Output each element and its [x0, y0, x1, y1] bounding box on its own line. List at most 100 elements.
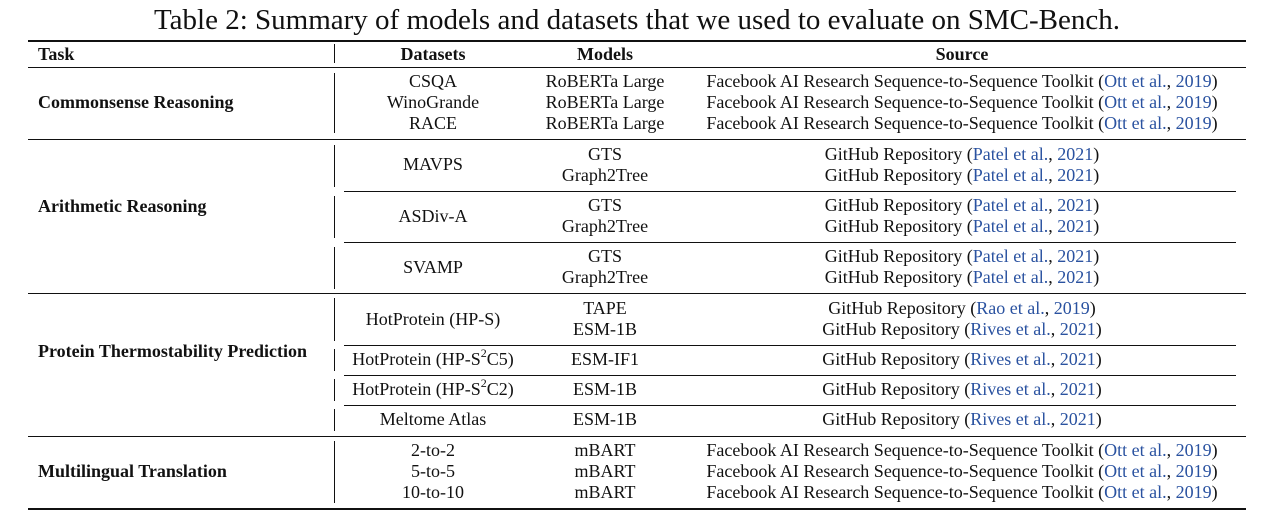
source-text: GitHub Repository: [824, 165, 963, 185]
dataset-cell: 10-to-10: [402, 482, 464, 502]
dataset-cell: WinoGrande: [386, 92, 480, 112]
citation-author-link[interactable]: Patel et al.: [972, 144, 1049, 164]
group-rule: [28, 436, 1246, 437]
citation-author-link[interactable]: Rives et al.: [970, 379, 1051, 399]
subgroup-rule: [344, 242, 1236, 243]
citation-year-link[interactable]: 2019: [1175, 482, 1212, 502]
dataset-cell: CSQA: [408, 71, 458, 91]
dataset-superscript: 2: [480, 376, 487, 390]
citation-author-link[interactable]: Rives et al.: [970, 319, 1051, 339]
model-cell: Graph2Tree: [561, 267, 649, 287]
model-cell: mBART: [574, 482, 636, 502]
model-cell: TAPE: [583, 298, 627, 318]
source-text: GitHub Repository: [824, 216, 963, 236]
source-text: Facebook AI Research Sequence-to-Sequenc…: [706, 113, 1094, 133]
source-text: GitHub Repository: [824, 195, 963, 215]
task-separator: [334, 44, 335, 63]
source-cell: GitHub Repository (Rao et al., 2019): [828, 298, 1096, 318]
citation-year-link[interactable]: 2019: [1175, 92, 1212, 112]
source-cell: GitHub Repository (Rives et al., 2021): [822, 349, 1102, 369]
dataset-cell: MAVPS: [403, 154, 463, 174]
table-caption: Table 2: Summary of models and datasets …: [153, 4, 1121, 36]
citation-year-link[interactable]: 2021: [1057, 216, 1094, 236]
dataset-cell: Meltome Atlas: [379, 409, 487, 429]
source-cell: GitHub Repository (Patel et al., 2021): [824, 195, 1100, 215]
subgroup-rule: [344, 375, 1236, 376]
citation-author-link[interactable]: Patel et al.: [972, 195, 1049, 215]
task-label: Multilingual Translation: [38, 461, 227, 481]
dataset-superscript: 2: [480, 346, 487, 360]
citation-author-link[interactable]: Rives et al.: [970, 349, 1051, 369]
task-separator: [334, 196, 335, 238]
source-cell: GitHub Repository (Patel et al., 2021): [824, 216, 1100, 236]
citation-year-link[interactable]: 2021: [1059, 319, 1096, 339]
citation-year-link[interactable]: 2019: [1175, 461, 1212, 481]
dataset-cell: ASDiv-A: [398, 206, 468, 226]
citation-year-link[interactable]: 2021: [1057, 246, 1094, 266]
task-separator: [334, 73, 335, 133]
model-cell: RoBERTa Large: [545, 113, 665, 133]
citation-year-link[interactable]: 2021: [1059, 379, 1096, 399]
citation-year-link[interactable]: 2021: [1057, 267, 1094, 287]
source-text: GitHub Repository: [822, 319, 960, 339]
task-label: Arithmetic Reasoning: [38, 196, 207, 216]
citation-year-link[interactable]: 2021: [1057, 165, 1094, 185]
citation-year-link[interactable]: 2021: [1059, 409, 1096, 429]
citation-year-link[interactable]: 2019: [1175, 113, 1212, 133]
source-cell: Facebook AI Research Sequence-to-Sequenc…: [706, 461, 1218, 481]
citation-year-link[interactable]: 2021: [1057, 195, 1094, 215]
source-cell: Facebook AI Research Sequence-to-Sequenc…: [706, 92, 1218, 112]
dataset-cell: HotProtein (HP-S2C5): [352, 346, 514, 370]
source-text: GitHub Repository: [822, 409, 960, 429]
citation-author-link[interactable]: Ott et al.: [1104, 461, 1167, 481]
group-rule: [28, 293, 1246, 294]
source-text: GitHub Repository: [822, 349, 960, 369]
source-cell: GitHub Repository (Patel et al., 2021): [824, 165, 1100, 185]
subgroup-rule: [344, 345, 1236, 346]
citation-author-link[interactable]: Patel et al.: [972, 267, 1049, 287]
source-text: Facebook AI Research Sequence-to-Sequenc…: [706, 461, 1094, 481]
source-cell: Facebook AI Research Sequence-to-Sequenc…: [706, 440, 1218, 460]
citation-author-link[interactable]: Ott et al.: [1104, 482, 1167, 502]
source-cell: GitHub Repository (Rives et al., 2021): [822, 409, 1102, 429]
citation-author-link[interactable]: Rives et al.: [970, 409, 1051, 429]
source-text: Facebook AI Research Sequence-to-Sequenc…: [706, 92, 1094, 112]
model-cell: GTS: [587, 246, 623, 266]
header-task: Task: [38, 44, 75, 64]
dataset-cell: HotProtein (HP-S): [365, 309, 501, 329]
dataset-text: HotProtein (HP-S: [352, 349, 481, 369]
source-text: Facebook AI Research Sequence-to-Sequenc…: [706, 440, 1094, 460]
citation-author-link[interactable]: Patel et al.: [972, 165, 1049, 185]
citation-year-link[interactable]: 2021: [1057, 144, 1094, 164]
citation-year-link[interactable]: 2019: [1053, 298, 1090, 318]
task-separator: [334, 349, 335, 371]
task-label: Commonsense Reasoning: [38, 92, 234, 112]
model-cell: mBART: [574, 461, 636, 481]
dataset-text: C5): [486, 349, 514, 369]
citation-year-link[interactable]: 2021: [1059, 349, 1096, 369]
dataset-cell: RACE: [408, 113, 458, 133]
source-cell: GitHub Repository (Patel et al., 2021): [824, 267, 1100, 287]
citation-author-link[interactable]: Rao et al.: [976, 298, 1045, 318]
citation-author-link[interactable]: Ott et al.: [1104, 92, 1167, 112]
citation-author-link[interactable]: Ott et al.: [1104, 71, 1167, 91]
source-cell: GitHub Repository (Patel et al., 2021): [824, 144, 1100, 164]
source-text: Facebook AI Research Sequence-to-Sequenc…: [706, 71, 1094, 91]
task-separator: [334, 145, 335, 187]
bottom-rule: [28, 508, 1246, 510]
dataset-text: C2): [486, 379, 514, 399]
citation-author-link[interactable]: Ott et al.: [1104, 113, 1167, 133]
citation-year-link[interactable]: 2019: [1175, 440, 1212, 460]
citation-author-link[interactable]: Ott et al.: [1104, 440, 1167, 460]
model-cell: GTS: [587, 195, 623, 215]
model-cell: Graph2Tree: [561, 216, 649, 236]
citation-year-link[interactable]: 2019: [1175, 71, 1212, 91]
dataset-cell: SVAMP: [403, 257, 463, 277]
citation-author-link[interactable]: Patel et al.: [972, 246, 1049, 266]
header-rule: [28, 67, 1246, 68]
source-text: GitHub Repository: [824, 144, 963, 164]
citation-author-link[interactable]: Patel et al.: [972, 216, 1049, 236]
model-cell: RoBERTa Large: [545, 92, 665, 112]
task-separator: [334, 441, 335, 503]
task-separator: [334, 379, 335, 401]
